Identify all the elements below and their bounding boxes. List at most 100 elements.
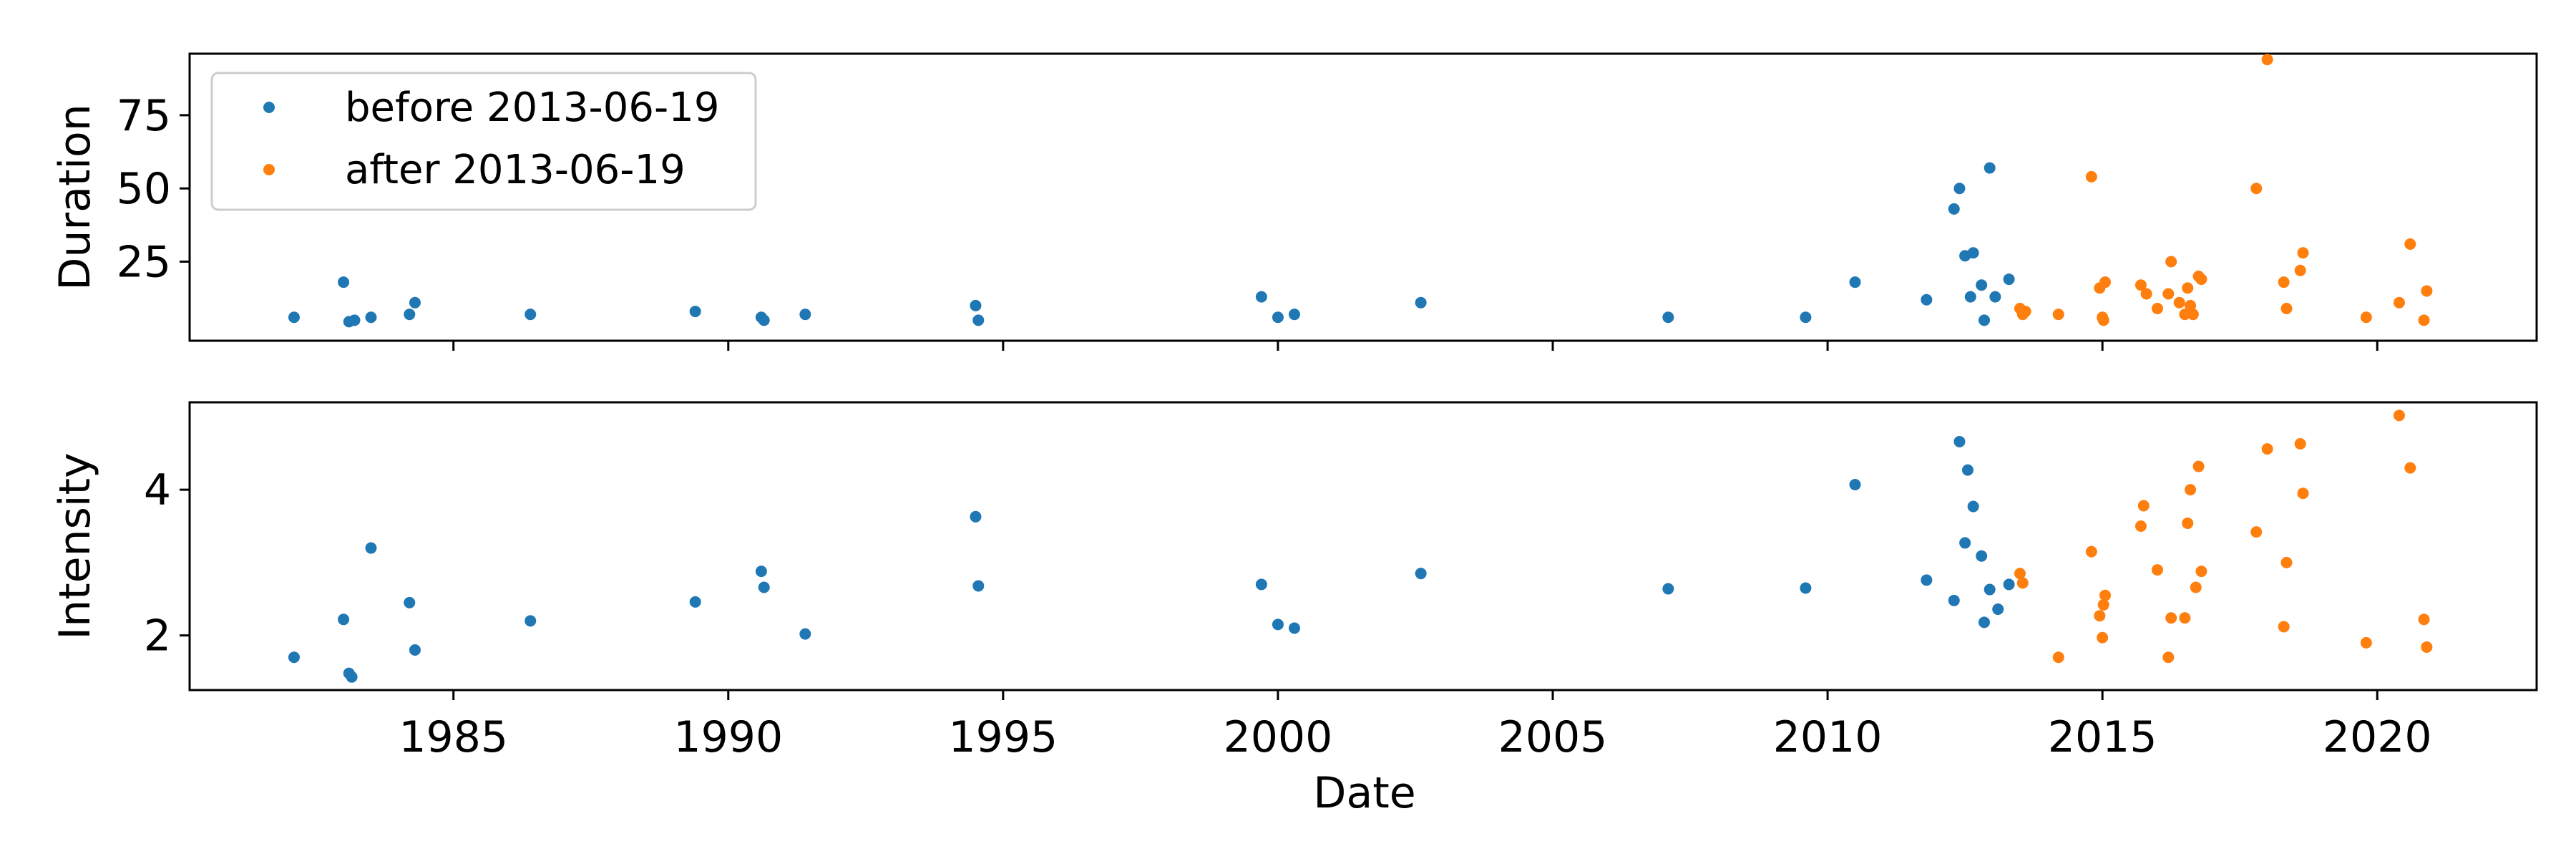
duration-point-after xyxy=(2140,288,2152,300)
intensity-point-after xyxy=(2393,409,2405,422)
duration-point-after xyxy=(2173,296,2185,309)
duration-point-before xyxy=(1415,296,1427,309)
intensity-axes-frame xyxy=(188,401,2538,691)
duration-point-before xyxy=(365,311,377,324)
duration-point-before xyxy=(1948,203,1960,215)
intensity-point-after xyxy=(2179,612,2191,624)
intensity-point-before xyxy=(970,510,982,523)
intensity-point-after xyxy=(2250,526,2263,538)
duration-point-before xyxy=(970,299,982,311)
intensity-point-before xyxy=(972,580,985,592)
duration-y-tick-label: 25 xyxy=(117,238,171,288)
duration-point-before xyxy=(1662,311,1674,324)
intensity-point-before xyxy=(755,566,767,578)
x-tick-label: 1985 xyxy=(399,712,508,762)
duration-point-before xyxy=(799,309,811,321)
duration-point-before xyxy=(1849,276,1861,288)
intensity-point-before xyxy=(2003,578,2015,591)
intensity-point-before xyxy=(404,596,416,608)
intensity-point-after xyxy=(2421,641,2433,653)
intensity-point-after xyxy=(2016,577,2029,589)
duration-point-before xyxy=(1979,314,1991,326)
duration-point-before xyxy=(1967,247,1979,259)
duration-point-after xyxy=(2250,183,2263,195)
duration-point-before xyxy=(288,311,300,324)
duration-point-before xyxy=(338,276,350,288)
x-tick-label: 1990 xyxy=(673,712,783,762)
duration-point-after xyxy=(2280,302,2293,314)
x-tick-label: 2010 xyxy=(1773,712,1883,762)
duration-point-after xyxy=(2360,311,2372,324)
duration-point-before xyxy=(404,309,416,321)
intensity-point-before xyxy=(1415,568,1427,580)
duration-point-before xyxy=(525,309,537,321)
duration-point-after xyxy=(2162,288,2175,300)
intensity-point-before xyxy=(689,596,701,608)
duration-point-after xyxy=(2278,276,2290,288)
intensity-y-axis-label: Intensity xyxy=(50,452,100,639)
intensity-point-before xyxy=(288,651,300,664)
x-tick-label: 2015 xyxy=(2048,712,2157,762)
duration-point-before xyxy=(1964,291,1976,303)
intensity-point-after xyxy=(2278,621,2290,633)
intensity-point-after xyxy=(2052,651,2064,664)
intensity-point-after xyxy=(2165,612,2177,624)
duration-point-after xyxy=(2135,279,2147,291)
duration-point-after xyxy=(2421,285,2433,297)
intensity-point-after xyxy=(2097,598,2109,611)
intensity-y-tick-label: 2 xyxy=(144,611,171,661)
intensity-point-after xyxy=(2297,487,2309,500)
duration-point-before xyxy=(1976,279,1988,291)
duration-point-after xyxy=(2418,314,2430,326)
intensity-point-after xyxy=(2094,610,2106,622)
duration-point-after xyxy=(2393,296,2405,309)
intensity-point-before xyxy=(1662,583,1674,595)
intensity-point-after xyxy=(2404,462,2416,474)
intensity-point-before xyxy=(1948,594,1960,606)
duration-point-after xyxy=(2404,238,2416,250)
intensity-point-before xyxy=(365,542,377,554)
intensity-point-after xyxy=(2014,568,2026,580)
intensity-point-before xyxy=(758,581,770,593)
intensity-point-before xyxy=(346,671,358,683)
intensity-point-before xyxy=(409,644,421,656)
intensity-point-before xyxy=(1255,578,1267,591)
x-tick-label: 2005 xyxy=(1498,712,1608,762)
legend-marker-before xyxy=(263,102,275,113)
intensity-point-after xyxy=(2280,556,2293,568)
intensity-point-before xyxy=(338,613,350,626)
legend-label-after: after 2013-06-19 xyxy=(345,147,686,193)
duration-point-after xyxy=(2165,256,2177,268)
duration-point-after xyxy=(2052,309,2064,321)
duration-point-before xyxy=(689,306,701,318)
intensity-point-before xyxy=(1979,616,1991,629)
duration-point-before xyxy=(972,314,985,326)
x-axis-label: Date xyxy=(1313,768,1415,818)
duration-point-after xyxy=(2195,273,2207,286)
intensity-point-after xyxy=(2185,484,2197,496)
duration-point-before xyxy=(1984,162,1996,174)
x-tick-label: 2020 xyxy=(2323,712,2432,762)
x-tick-label: 1995 xyxy=(949,712,1058,762)
intensity-point-before xyxy=(525,615,537,627)
legend-label-before: before 2013-06-19 xyxy=(345,84,719,131)
intensity-point-before xyxy=(1921,574,1933,586)
duration-point-before xyxy=(1255,291,1267,303)
intensity-point-after xyxy=(2182,517,2194,529)
duration-point-after xyxy=(2187,309,2199,321)
intensity-point-before xyxy=(1288,622,1300,634)
intensity-point-before xyxy=(1959,537,1971,549)
legend: before 2013-06-19 after 2013-06-19 xyxy=(210,72,757,211)
intensity-point-before xyxy=(1984,583,1996,596)
intensity-point-after xyxy=(2192,460,2205,472)
duration-point-after xyxy=(2151,302,2163,314)
duration-point-after xyxy=(2261,54,2273,66)
intensity-point-before xyxy=(1849,479,1861,491)
duration-point-after xyxy=(2297,247,2309,259)
intensity-point-after xyxy=(2261,443,2273,455)
duration-y-tick-label: 75 xyxy=(117,91,171,141)
intensity-point-after xyxy=(2099,589,2112,601)
intensity-point-after xyxy=(2151,564,2163,576)
duration-point-before xyxy=(1953,183,1966,195)
